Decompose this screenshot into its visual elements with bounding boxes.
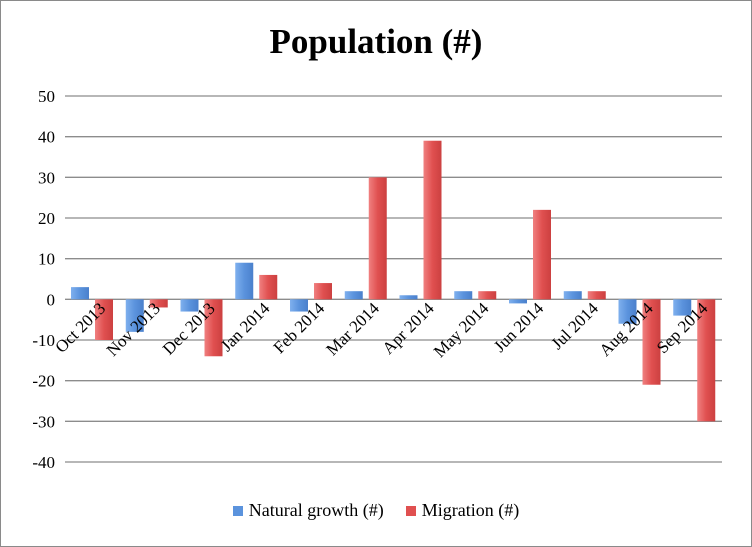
- y-tick-label: 30: [38, 168, 55, 187]
- bar-migration: [314, 283, 332, 300]
- legend-swatch: [405, 505, 416, 516]
- legend-item-natural: Natural growth (#): [232, 500, 384, 521]
- bar-natural-growth: [563, 291, 582, 300]
- bar-natural-growth: [180, 299, 199, 312]
- y-tick-label: 50: [38, 87, 55, 106]
- bar-migration: [533, 209, 551, 300]
- y-tick-label: -40: [32, 453, 55, 472]
- x-tick-label: Jul 2014: [547, 298, 602, 353]
- bar-migration: [259, 274, 278, 300]
- bar-natural-growth: [344, 291, 363, 300]
- bar-migration: [697, 299, 716, 422]
- y-tick-label: 40: [38, 128, 55, 147]
- bar-migration: [95, 299, 113, 340]
- y-tick-label: -10: [32, 331, 55, 350]
- y-tick-label: -20: [32, 372, 55, 391]
- y-tick-label: 10: [38, 250, 55, 269]
- bar-natural-growth: [125, 299, 144, 332]
- x-tick-label: Apr 2014: [379, 298, 439, 358]
- bar-natural-growth: [71, 287, 89, 300]
- legend: Natural growth (#) Migration (#): [0, 500, 752, 521]
- y-tick-label: 0: [47, 290, 56, 309]
- x-tick-label: Mar 2014: [322, 298, 383, 359]
- bar-natural-growth: [509, 299, 527, 304]
- bar-migration: [204, 299, 223, 357]
- bar-natural-growth: [290, 299, 308, 312]
- x-tick-label: May 2014: [430, 298, 493, 361]
- bar-migration: [423, 140, 442, 300]
- x-tick-label: Jan 2014: [217, 298, 274, 355]
- legend-label: Migration (#): [421, 500, 520, 520]
- legend-item-migration: Migration (#): [405, 500, 520, 521]
- y-tick-label: -30: [32, 412, 55, 431]
- legend-swatch: [232, 505, 243, 516]
- bar-migration: [587, 291, 606, 300]
- bar-natural-growth: [235, 262, 254, 300]
- bar-natural-growth: [454, 291, 473, 300]
- x-tick-label: Jun 2014: [490, 298, 548, 356]
- bar-migration: [642, 299, 661, 385]
- bar-natural-growth: [399, 295, 418, 300]
- bar-migration: [478, 291, 497, 300]
- bar-natural-growth: [618, 299, 637, 324]
- bar-migration: [368, 177, 387, 300]
- chart-title: Population (#): [269, 22, 483, 61]
- bar-migration: [149, 299, 168, 308]
- bar-natural-growth: [673, 299, 692, 316]
- y-tick-label: 20: [38, 209, 55, 228]
- legend-label: Natural growth (#): [248, 500, 384, 520]
